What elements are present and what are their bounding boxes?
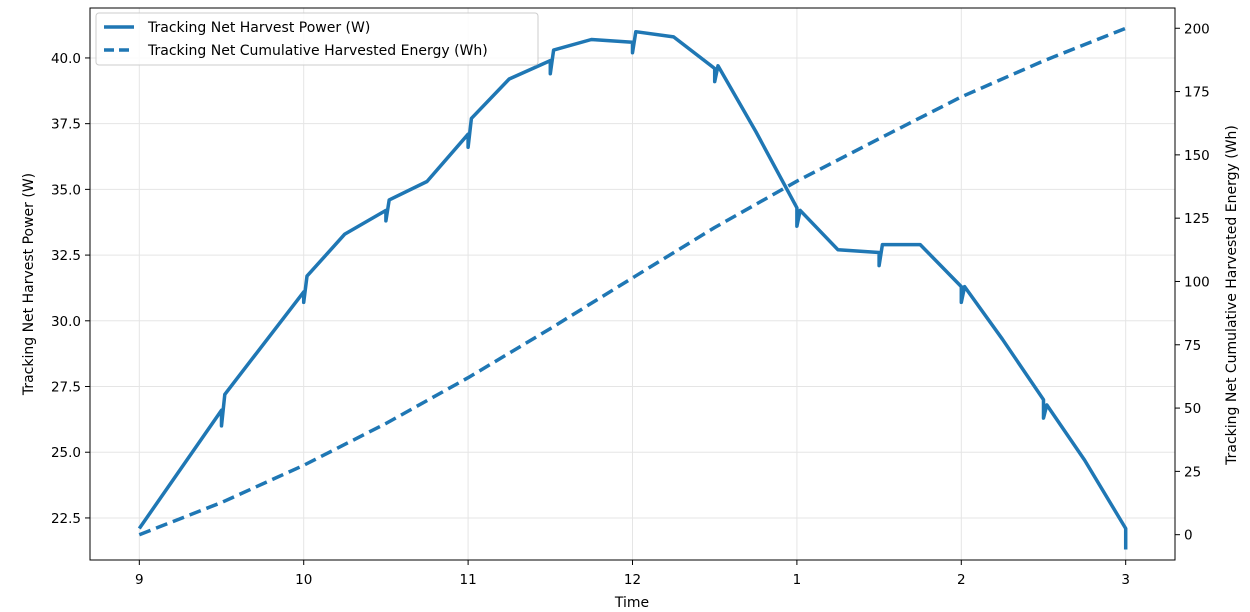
right-y-tick-label: 150 xyxy=(1184,148,1210,164)
legend-label-energy: Tracking Net Cumulative Harvested Energy… xyxy=(147,43,488,59)
x-axis: 9 10 11 12 1 2 3 xyxy=(135,560,1130,588)
right-y-axis-title: Tracking Net Cumulative Harvested Energy… xyxy=(1224,125,1240,466)
left-y-tick-label: 25.0 xyxy=(51,445,81,461)
left-y-tick-label: 22.5 xyxy=(51,511,81,527)
legend-label-power: Tracking Net Harvest Power (W) xyxy=(147,20,370,36)
power-series-line xyxy=(137,29,1128,550)
right-y-tick-label: 200 xyxy=(1184,21,1210,37)
left-y-tick-label: 32.5 xyxy=(51,248,81,264)
right-y-tick-label: 125 xyxy=(1184,211,1210,227)
right-y-tick-label: 0 xyxy=(1184,528,1193,544)
x-tick-label: 12 xyxy=(624,572,641,588)
x-tick-label: 2 xyxy=(957,572,966,588)
legend: Tracking Net Harvest Power (W) Tracking … xyxy=(95,12,539,66)
left-y-tick-label: 27.5 xyxy=(51,380,81,396)
right-y-tick-label: 75 xyxy=(1184,338,1201,354)
left-y-tick-label: 35.0 xyxy=(51,182,81,198)
right-y-tick-label: 100 xyxy=(1184,274,1210,290)
left-y-tick-label: 40.0 xyxy=(51,51,81,67)
left-y-axis: 22.5 25.0 27.5 30.0 32.5 35.0 37.5 40.0 xyxy=(51,51,90,527)
right-y-axis: 0 25 50 75 100 125 150 175 200 xyxy=(1175,21,1210,544)
x-tick-label: 11 xyxy=(460,572,477,588)
legend-box xyxy=(95,12,539,66)
right-y-tick-label: 25 xyxy=(1184,464,1201,480)
right-y-tick-label: 50 xyxy=(1184,401,1201,417)
left-y-tick-label: 30.0 xyxy=(51,314,81,330)
series-layer xyxy=(137,26,1128,550)
x-tick-label: 1 xyxy=(793,572,802,588)
x-tick-label: 10 xyxy=(295,572,312,588)
left-y-axis-title: Tracking Net Harvest Power (W) xyxy=(21,173,37,396)
right-y-tick-label: 175 xyxy=(1184,85,1210,101)
x-tick-label: 9 xyxy=(135,572,144,588)
x-axis-title: Time xyxy=(614,595,649,611)
left-y-tick-label: 37.5 xyxy=(51,117,81,133)
x-tick-label: 3 xyxy=(1121,572,1130,588)
grid xyxy=(90,8,1175,560)
